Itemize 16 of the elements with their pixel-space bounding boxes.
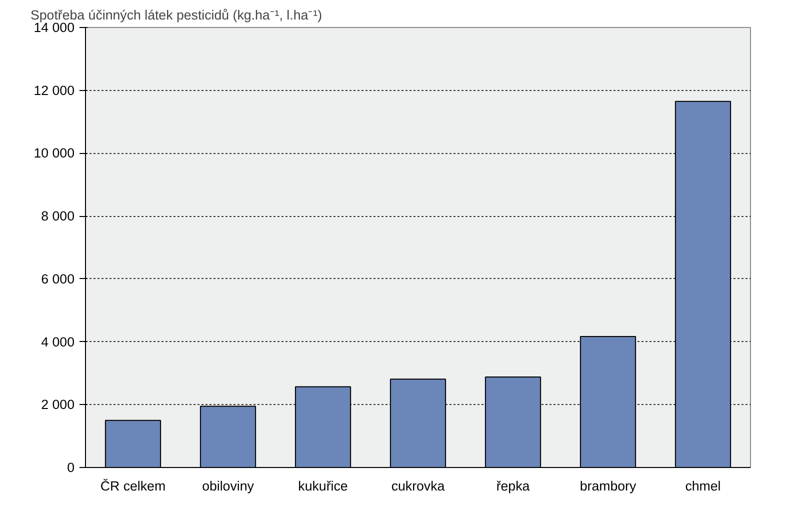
y-tick-label: 14 000 [34, 20, 74, 35]
y-tick-label: 12 000 [34, 82, 74, 98]
x-tick-label: řepka [496, 478, 530, 494]
y-axis-title: Spotřeba účinných látek pesticidů (kg.ha⁻¹, l.ha⁻¹) [30, 8, 322, 22]
x-tick-label: ČR celkem [100, 478, 166, 494]
y-tick-label: 0 [67, 460, 75, 475]
x-tick-label: brambory [580, 478, 636, 494]
y-tick-label: 8 000 [41, 208, 75, 224]
y-tick-label: 10 000 [34, 146, 74, 161]
y-tick-label: 2 000 [41, 397, 75, 412]
x-tick-label: cukrovka [391, 478, 446, 494]
y-tick-label: 6 000 [41, 271, 75, 286]
x-tick-label: chmel [685, 478, 721, 494]
x-tick-label: obiloviny [202, 478, 254, 494]
x-tick-label: kukuřice [298, 478, 348, 494]
y-tick-label: 4 000 [41, 334, 75, 350]
